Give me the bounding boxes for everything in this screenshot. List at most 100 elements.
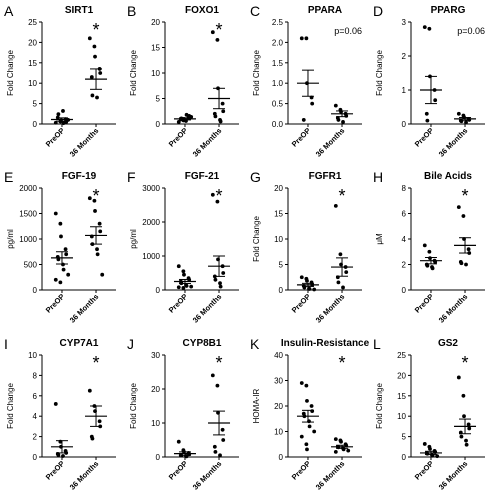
data-point bbox=[336, 280, 341, 285]
y-axis-label: Fold Change bbox=[252, 50, 261, 96]
data-point bbox=[95, 247, 99, 252]
data-point bbox=[456, 111, 461, 116]
significance-marker: * bbox=[93, 353, 100, 373]
data-point bbox=[87, 388, 92, 393]
y-tick-label: 0.5 bbox=[272, 100, 284, 109]
y-tick-label: 0 bbox=[33, 453, 38, 462]
y-tick-label: 2 bbox=[402, 261, 407, 270]
x-tick-label: PreOP bbox=[167, 292, 190, 315]
panel-c: C PPARA 0.0 0.5 1.0 1.5 2.0 2.5 Fold Change PreOP… bbox=[250, 3, 362, 159]
y-tick-label: 6 bbox=[402, 210, 407, 219]
panel-g: G FGFR1 0 5 10 15 20 Fold Change PreOP 36 Months * bbox=[250, 169, 362, 325]
y-axis-label: μM bbox=[375, 233, 384, 245]
data-point bbox=[422, 243, 427, 248]
data-point bbox=[341, 120, 345, 124]
data-point bbox=[215, 37, 220, 42]
panel-title: CYP7A1 bbox=[60, 338, 99, 349]
y-tick-label: 5 bbox=[33, 100, 38, 109]
data-point bbox=[95, 252, 100, 257]
data-point bbox=[61, 121, 66, 126]
data-point bbox=[422, 25, 427, 29]
data-point bbox=[53, 277, 58, 282]
data-point bbox=[344, 113, 349, 118]
significance-marker: * bbox=[462, 186, 469, 206]
y-tick-label: 0 bbox=[33, 120, 38, 129]
y-tick-label: 3000 bbox=[142, 184, 160, 193]
data-point bbox=[87, 196, 92, 201]
data-point bbox=[333, 450, 338, 454]
y-tick-label: 1500 bbox=[19, 210, 37, 219]
y-tick-label: 4 bbox=[33, 412, 38, 421]
panel-letter: J bbox=[127, 336, 134, 352]
p-value-label: p=0.06 bbox=[457, 26, 485, 36]
y-tick-label: 15 bbox=[397, 392, 406, 401]
x-tick-label: 36 Months bbox=[191, 459, 224, 492]
y-tick-label: 2.0 bbox=[272, 38, 284, 47]
data-point bbox=[339, 439, 343, 444]
panel-title: SIRT1 bbox=[65, 5, 94, 16]
p-value-label: p=0.06 bbox=[334, 26, 362, 36]
data-point bbox=[61, 109, 65, 113]
y-axis-label: pg/ml bbox=[6, 229, 15, 249]
panel-letter: A bbox=[4, 3, 14, 19]
data-point bbox=[210, 30, 215, 35]
panel-k: K Insulin-Resistance 0 10 20 30 40 HOMA-IR PreOP… bbox=[250, 336, 370, 492]
significance-marker: * bbox=[216, 353, 223, 373]
y-tick-label: 10 bbox=[397, 412, 406, 421]
data-point bbox=[90, 93, 95, 98]
data-point bbox=[338, 252, 343, 257]
panel-letter: H bbox=[373, 169, 383, 185]
y-tick-label: 8 bbox=[402, 184, 407, 193]
data-point bbox=[215, 199, 220, 204]
x-tick-label: 36 Months bbox=[437, 292, 470, 325]
data-point bbox=[304, 383, 309, 388]
data-point bbox=[346, 448, 351, 453]
data-point bbox=[299, 36, 304, 41]
panel-letter: G bbox=[250, 169, 261, 185]
data-point bbox=[456, 205, 461, 210]
panel-letter: L bbox=[373, 336, 381, 352]
panel-f: F FGF-21 0 1000 2000 3000 pg/ml PreOP 36 Months * bbox=[127, 169, 239, 325]
y-tick-label: 3 bbox=[402, 18, 407, 27]
data-point bbox=[98, 229, 103, 234]
y-tick-label: 0 bbox=[279, 286, 284, 295]
y-tick-label: 1000 bbox=[142, 252, 160, 261]
y-tick-label: 25 bbox=[397, 351, 406, 360]
x-tick-label: PreOP bbox=[413, 126, 436, 149]
significance-marker: * bbox=[339, 186, 346, 206]
data-point bbox=[97, 419, 102, 424]
data-point bbox=[97, 221, 102, 226]
data-point bbox=[53, 211, 58, 216]
data-point bbox=[305, 278, 309, 283]
y-tick-label: 0 bbox=[156, 120, 161, 129]
data-point bbox=[221, 271, 226, 275]
data-point bbox=[66, 272, 71, 277]
data-point bbox=[305, 399, 309, 403]
data-point bbox=[181, 286, 186, 290]
data-point bbox=[100, 272, 105, 277]
data-point bbox=[333, 203, 338, 208]
x-tick-label: PreOP bbox=[44, 459, 67, 482]
data-point bbox=[299, 434, 304, 439]
data-point bbox=[430, 266, 435, 271]
y-tick-label: 40 bbox=[274, 351, 283, 360]
data-point bbox=[312, 429, 317, 434]
data-point bbox=[176, 120, 181, 124]
panel-letter: B bbox=[127, 3, 136, 19]
data-point bbox=[309, 404, 314, 408]
y-tick-label: 0 bbox=[279, 453, 284, 462]
data-point bbox=[299, 381, 304, 385]
data-point bbox=[220, 427, 225, 432]
significance-marker: * bbox=[216, 20, 223, 40]
x-tick-label: 36 Months bbox=[191, 292, 224, 325]
panel-letter: I bbox=[4, 336, 8, 352]
data-point bbox=[58, 221, 63, 226]
data-point bbox=[176, 264, 181, 269]
data-point bbox=[425, 118, 430, 123]
panel-title: FGFR1 bbox=[309, 171, 342, 182]
panel-l: L GS2 0 5 10 15 20 25 Fold Change PreOP 36 Months * bbox=[373, 336, 485, 492]
data-point bbox=[305, 447, 309, 452]
y-tick-label: 10 bbox=[28, 351, 37, 360]
panel-a: A SIRT1 0 5 10 15 20 25 Fold Change PreOP 36 Month… bbox=[4, 3, 116, 159]
y-tick-label: 5 bbox=[279, 261, 284, 270]
